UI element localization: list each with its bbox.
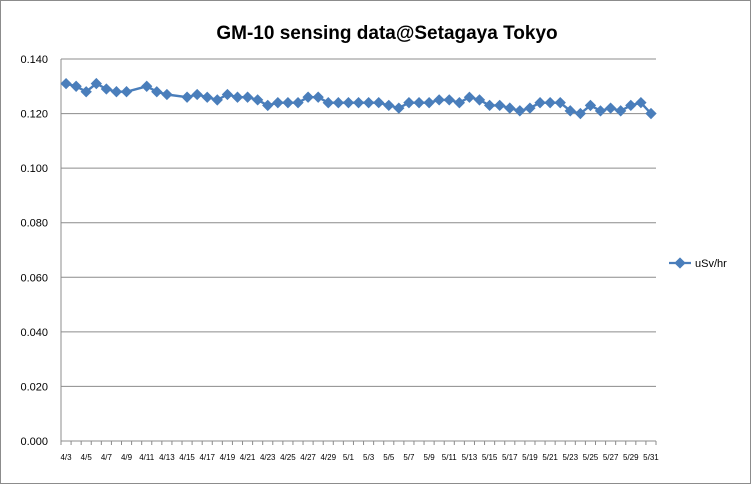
data-point (90, 77, 102, 90)
y-tick-label: 0.100 (20, 163, 48, 175)
data-point (393, 102, 405, 114)
x-tick-label: 4/13 (159, 453, 175, 462)
x-tick-label: 5/21 (542, 453, 558, 462)
x-tick-label: 5/25 (583, 453, 599, 462)
x-tick-label: 5/27 (603, 453, 619, 462)
data-point (60, 77, 72, 90)
data-point (594, 105, 607, 117)
x-tick-label: 5/19 (522, 453, 538, 462)
data-point (191, 88, 203, 101)
data-point (362, 97, 375, 109)
gridlines (61, 58, 656, 387)
data-point (181, 91, 193, 103)
data-point (312, 91, 324, 103)
x-tick-label: 4/19 (220, 453, 236, 462)
data-point (413, 97, 425, 109)
x-axis-tick-labels: 4/3 4/5 4/7 4/9 4/11 4/13 4/15 4/17 4/19 4/21 4/23… (60, 453, 659, 462)
data-point (141, 80, 153, 92)
data-point (443, 94, 455, 106)
data-point (251, 94, 264, 106)
data-point (463, 91, 476, 103)
data-point (625, 99, 637, 112)
data-point (282, 97, 294, 109)
x-tick-label: 5/1 (343, 453, 355, 462)
x-tick-label: 4/9 (121, 453, 133, 462)
x-tick-label: 5/23 (562, 453, 578, 462)
x-tick-label: 5/13 (462, 453, 478, 462)
data-point (615, 105, 627, 117)
data-point (332, 97, 345, 109)
x-tick-label: 5/11 (442, 453, 458, 462)
data-point (100, 83, 113, 95)
y-tick-label: 0.020 (20, 381, 48, 393)
legend: uSv/hr (669, 257, 727, 270)
x-tick-label: 5/9 (424, 453, 436, 462)
data-point (403, 97, 415, 109)
x-tick-label: 5/7 (403, 453, 415, 462)
data-point (544, 97, 556, 109)
data-point (373, 96, 385, 109)
data-point (292, 97, 304, 109)
x-tick-label: 5/5 (383, 453, 395, 462)
data-point (70, 80, 82, 92)
data-point (211, 94, 223, 106)
data-point (514, 105, 526, 117)
x-tick-label: 4/23 (260, 453, 276, 462)
x-tick-label: 4/17 (199, 453, 215, 462)
y-tick-label: 0.040 (20, 327, 48, 339)
data-point (494, 99, 506, 112)
data-point (201, 91, 213, 103)
x-tick-label: 5/31 (643, 453, 659, 462)
data-point (322, 97, 334, 109)
data-point (120, 86, 133, 98)
data-point (110, 86, 123, 98)
legend-label: uSv/hr (695, 258, 727, 270)
data-point (423, 97, 435, 109)
y-axis-tick-labels: 0.000 0.020 0.040 0.060 0.080 0.100 0.120 0.140 (20, 54, 48, 448)
data-point (262, 99, 274, 112)
x-tick-label: 4/15 (179, 453, 195, 462)
x-tick-label: 5/17 (502, 453, 518, 462)
x-tick-label: 4/3 (60, 453, 72, 462)
x-tick-label: 4/7 (101, 453, 113, 462)
x-tick-label: 5/15 (482, 453, 498, 462)
data-point (352, 97, 365, 109)
y-tick-label: 0.120 (20, 109, 48, 121)
x-tick-label: 4/11 (139, 453, 155, 462)
data-point (383, 99, 395, 112)
data-point (534, 97, 546, 109)
x-tick-label: 4/27 (300, 453, 316, 462)
y-tick-label: 0.080 (20, 218, 48, 230)
axes (60, 59, 657, 445)
x-tick-label: 4/29 (320, 453, 336, 462)
legend-marker (674, 257, 686, 269)
y-tick-label: 0.000 (20, 436, 48, 448)
data-point (483, 99, 496, 112)
data-point (342, 97, 355, 109)
x-tick-label: 4/25 (280, 453, 296, 462)
y-tick-label: 0.060 (20, 272, 48, 284)
y-tick-label: 0.140 (20, 54, 48, 66)
x-tick-label: 5/29 (623, 453, 639, 462)
data-point (272, 97, 284, 109)
chart-title: GM-10 sensing data@Setagaya Tokyo (216, 23, 557, 44)
data-point (231, 91, 244, 103)
data-point (161, 88, 173, 101)
x-tick-label: 4/5 (81, 453, 93, 462)
data-point (151, 86, 163, 98)
data-point (221, 88, 234, 101)
data-point (504, 102, 516, 114)
data-point (453, 97, 466, 109)
data-point (302, 91, 314, 103)
data-point (604, 102, 617, 114)
data-point (473, 94, 486, 106)
x-tick-label: 4/21 (240, 453, 256, 462)
series-uSv-hr (60, 77, 657, 120)
data-point (241, 91, 254, 103)
data-point (433, 94, 445, 106)
data-point (524, 102, 536, 114)
x-tick-label: 5/3 (363, 453, 375, 462)
